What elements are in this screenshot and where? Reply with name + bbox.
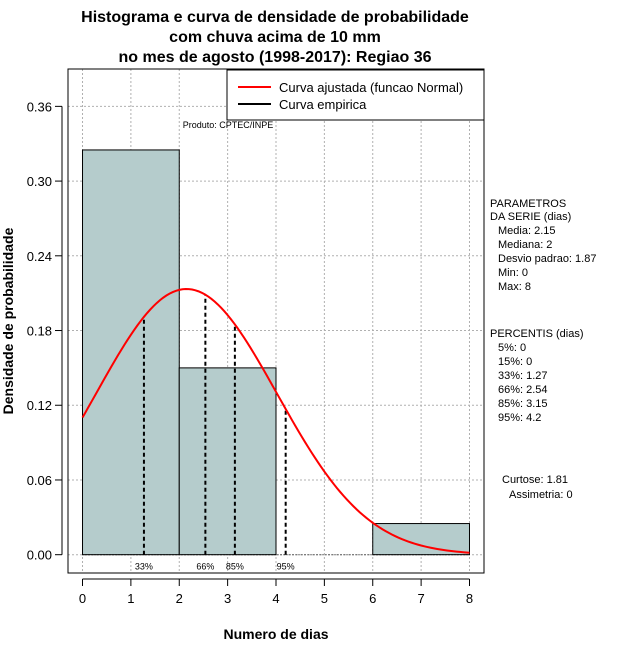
legend-label-normal: Curva ajustada (funcao Normal) xyxy=(279,80,463,95)
percentil-85: 85%: 3.15 xyxy=(498,398,548,410)
percentile-label-1: 66% xyxy=(196,562,214,572)
legend-box xyxy=(226,69,485,121)
y-tick-label-3: 0.18 xyxy=(27,324,52,339)
percentil-5: 5%: 0 xyxy=(498,342,526,354)
percentile-label-2: 85% xyxy=(226,562,244,572)
title-line-3: no mes de agosto (1998-2017): Regiao 36 xyxy=(119,49,432,66)
y-tick-label-1: 0.06 xyxy=(27,473,52,488)
x-axis: 0 1 2 3 4 5 6 7 8 xyxy=(79,578,473,606)
percentile-label-3: 95% xyxy=(277,562,295,572)
x-tick-label-8: 8 xyxy=(466,591,473,606)
x-axis-label: Numero de dias xyxy=(223,626,328,642)
percentis-title: PERCENTIS (dias) xyxy=(490,328,584,340)
param-desvio: Desvio padrao: 1.87 xyxy=(498,253,596,265)
percentil-33: 33%: 1.27 xyxy=(498,370,548,382)
title-line-2: com chuva acima de 10 mm xyxy=(169,29,381,46)
credit-text: Produto: CPTEC/INPE xyxy=(183,120,274,130)
curtose-text: Curtose: 1.81 xyxy=(502,474,568,486)
legend-label-empirica: Curva empirica xyxy=(279,97,367,112)
percentile-labels: 33% 66% 85% 95% xyxy=(135,562,295,572)
params-title-1: PARAMETROS xyxy=(490,198,566,210)
percentil-66: 66%: 2.54 xyxy=(498,384,548,396)
percentil-95: 95%: 4.2 xyxy=(498,412,541,424)
x-tick-label-6: 6 xyxy=(369,591,376,606)
histogram-bar-0 xyxy=(82,149,180,556)
x-tick-label-2: 2 xyxy=(176,591,183,606)
histogram-bar-1 xyxy=(178,367,277,556)
param-mediana: Mediana: 2 xyxy=(498,239,552,251)
param-max: Max: 8 xyxy=(498,281,531,293)
title-line-1: Histograma e curva de densidade de proba… xyxy=(81,9,469,26)
y-axis: 0.00 0.06 0.12 0.18 0.24 0.30 0.36 xyxy=(27,99,63,563)
y-tick-label-6: 0.36 xyxy=(27,99,52,114)
percentile-label-0: 33% xyxy=(135,562,153,572)
normal-curve xyxy=(81,288,470,554)
percentiles-block: PERCENTIS (dias) 5%: 0 15%: 0 33%: 1.27 … xyxy=(490,328,584,424)
x-tick-label-4: 4 xyxy=(272,591,279,606)
y-tick-label-5: 0.30 xyxy=(27,174,52,189)
series-parameters: PARAMETROS DA SERIE (dias) Media: 2.15 M… xyxy=(490,198,596,293)
x-tick-label-5: 5 xyxy=(321,591,328,606)
y-axis-label: Densidade de probabilidade xyxy=(0,227,16,414)
x-tick-label-7: 7 xyxy=(417,591,424,606)
assimetria-text: Assimetria: 0 xyxy=(509,489,573,501)
chart-title: Histograma e curva de densidade de proba… xyxy=(81,9,469,66)
plot-border xyxy=(67,68,485,574)
histogram-bars xyxy=(82,149,470,556)
percentile-lines xyxy=(142,294,287,555)
x-tick-label-1: 1 xyxy=(127,591,134,606)
normal-curve-line xyxy=(81,288,470,554)
param-media: Media: 2.15 xyxy=(498,225,555,237)
params-title-2: DA SERIE (dias) xyxy=(490,211,571,223)
percentil-15: 15%: 0 xyxy=(498,356,532,368)
param-min: Min: 0 xyxy=(498,267,528,279)
histogram-bar-3 xyxy=(372,523,470,556)
y-tick-label-2: 0.12 xyxy=(27,398,52,413)
x-tick-label-0: 0 xyxy=(79,591,86,606)
x-tick-label-3: 3 xyxy=(224,591,231,606)
legend: Curva ajustada (funcao Normal) Curva emp… xyxy=(226,69,485,121)
y-tick-label-0: 0.00 xyxy=(27,548,52,563)
y-tick-label-4: 0.24 xyxy=(27,249,52,264)
